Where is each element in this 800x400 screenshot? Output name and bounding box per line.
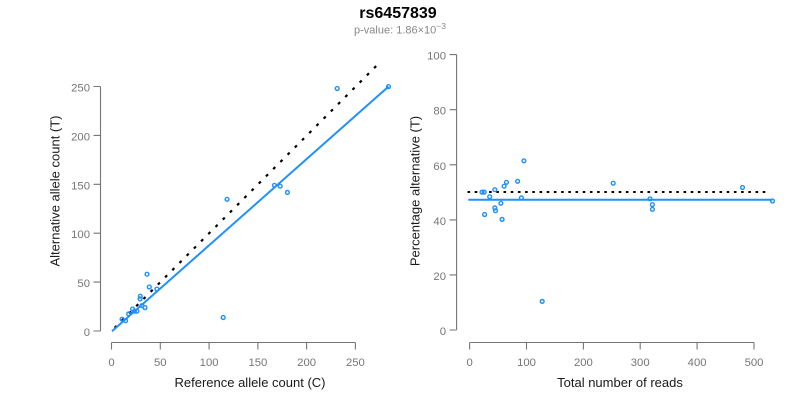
svg-text:Percentage alternative (T): Percentage alternative (T): [408, 116, 423, 266]
svg-text:100: 100: [517, 357, 536, 369]
svg-text:250: 250: [71, 83, 90, 95]
svg-text:0: 0: [84, 327, 90, 339]
svg-text:400: 400: [688, 357, 707, 369]
svg-text:rs6457839: rs6457839: [359, 5, 437, 22]
svg-text:50: 50: [77, 278, 90, 290]
svg-text:500: 500: [745, 357, 764, 369]
svg-text:Total number of reads: Total number of reads: [557, 375, 683, 390]
svg-text:150: 150: [71, 180, 90, 192]
svg-text:200: 200: [297, 357, 316, 369]
svg-text:0: 0: [466, 357, 472, 369]
svg-text:50: 50: [154, 357, 167, 369]
svg-text:40: 40: [433, 216, 446, 228]
svg-text:Alternative allele count (T): Alternative allele count (T): [48, 115, 63, 266]
svg-text:150: 150: [248, 357, 267, 369]
svg-text:Reference allele count (C): Reference allele count (C): [174, 375, 325, 390]
svg-text:0: 0: [108, 357, 114, 369]
svg-text:100: 100: [200, 357, 219, 369]
svg-text:250: 250: [346, 357, 365, 369]
svg-text:80: 80: [433, 106, 446, 118]
svg-text:100: 100: [71, 229, 90, 241]
svg-text:20: 20: [433, 271, 446, 283]
svg-text:300: 300: [631, 357, 650, 369]
svg-text:200: 200: [71, 131, 90, 143]
svg-text:100: 100: [427, 51, 446, 63]
svg-text:p-value: 1.86×10−3: p-value: 1.86×10−3: [354, 21, 446, 37]
svg-text:60: 60: [433, 161, 446, 173]
svg-text:200: 200: [574, 357, 593, 369]
svg-text:0: 0: [440, 326, 446, 338]
